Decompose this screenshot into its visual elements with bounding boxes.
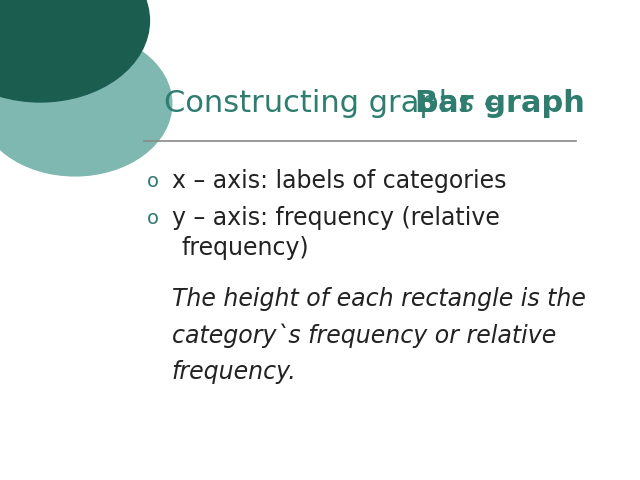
Circle shape — [0, 0, 150, 102]
Text: The height of each rectangle is the
category`s frequency or relative
frequency.: The height of each rectangle is the cate… — [172, 287, 586, 384]
Text: Bar graph: Bar graph — [415, 89, 585, 118]
Text: Constructing graphs –: Constructing graphs – — [164, 89, 509, 118]
Text: o: o — [147, 209, 159, 228]
Text: frequency): frequency) — [182, 236, 309, 260]
Text: o: o — [147, 172, 159, 191]
Text: x – axis: labels of categories: x – axis: labels of categories — [172, 169, 506, 193]
Text: y – axis: frequency (relative: y – axis: frequency (relative — [172, 206, 500, 230]
Circle shape — [0, 32, 172, 176]
